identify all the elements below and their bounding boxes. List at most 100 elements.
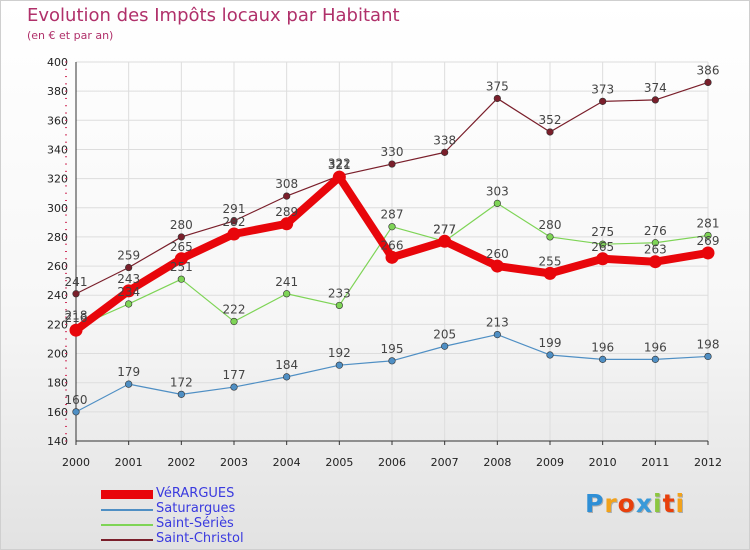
data-label: 195 bbox=[381, 342, 404, 356]
data-label: 276 bbox=[644, 224, 667, 238]
legend-swatch bbox=[101, 490, 153, 499]
y-tick-label: 180 bbox=[47, 377, 68, 390]
data-point bbox=[599, 240, 607, 248]
data-label: 196 bbox=[591, 340, 614, 354]
y-tick-label: 280 bbox=[47, 231, 68, 244]
data-point bbox=[174, 252, 188, 266]
data-label: 352 bbox=[539, 113, 562, 127]
x-tick-label: 2001 bbox=[115, 456, 143, 469]
data-label: 386 bbox=[697, 63, 720, 77]
data-point bbox=[493, 330, 501, 339]
data-label: 282 bbox=[223, 215, 246, 229]
data-point bbox=[283, 373, 291, 381]
legend-label: Saint-Sériès bbox=[156, 516, 234, 531]
data-label: 265 bbox=[591, 240, 614, 254]
data-label: 251 bbox=[170, 260, 193, 274]
data-point bbox=[546, 128, 554, 136]
logo-letter: x bbox=[635, 489, 653, 518]
data-labels: 241 259 280 291 308 322 330 338 375 352 373 374 386 2… bbox=[65, 63, 720, 406]
data-point bbox=[704, 352, 712, 361]
x-tick-label: 2006 bbox=[378, 456, 406, 469]
y-tick-label: 380 bbox=[47, 85, 68, 98]
data-point bbox=[438, 234, 452, 248]
data-point bbox=[230, 317, 238, 326]
data-label: 277 bbox=[433, 222, 456, 236]
x-tick-label: 2011 bbox=[641, 456, 669, 469]
grid bbox=[75, 61, 709, 442]
x-tick-label: 2005 bbox=[325, 456, 353, 469]
data-point bbox=[704, 231, 712, 240]
data-point bbox=[490, 259, 504, 273]
x-tick-label: 2000 bbox=[62, 456, 90, 469]
data-label: 218 bbox=[65, 308, 88, 322]
data-label: 196 bbox=[644, 340, 667, 354]
data-point bbox=[648, 255, 662, 269]
data-point bbox=[332, 170, 346, 184]
data-point bbox=[388, 357, 396, 365]
data-point bbox=[177, 390, 185, 398]
data-label: 222 bbox=[223, 302, 246, 316]
data-point bbox=[599, 355, 607, 363]
data-point bbox=[546, 351, 554, 359]
data-label: 259 bbox=[117, 249, 140, 263]
data-label: 322 bbox=[328, 157, 351, 171]
data-point bbox=[125, 300, 133, 308]
data-point bbox=[283, 290, 291, 298]
data-label: 172 bbox=[170, 375, 193, 389]
chart-subtitle: (en € et par an) bbox=[27, 29, 114, 42]
y-tick-label: 300 bbox=[47, 202, 68, 215]
x-tick-label: 2010 bbox=[589, 456, 617, 469]
data-point bbox=[388, 160, 396, 168]
x-tick-label: 2012 bbox=[694, 456, 722, 469]
data-point bbox=[280, 217, 294, 231]
data-label: 263 bbox=[644, 243, 667, 257]
data-point bbox=[125, 263, 133, 272]
logo-letter: P bbox=[585, 489, 605, 518]
data-point bbox=[599, 97, 607, 105]
y-tick-label: 220 bbox=[47, 318, 68, 331]
data-label: 177 bbox=[223, 368, 246, 382]
y-tick-label: 360 bbox=[47, 114, 68, 127]
data-point bbox=[543, 266, 557, 280]
data-point bbox=[651, 239, 659, 247]
data-point bbox=[72, 408, 80, 416]
data-point bbox=[651, 96, 659, 104]
data-label: 338 bbox=[433, 133, 456, 147]
chart-title: Evolution des Impôts locaux par Habitant bbox=[27, 5, 400, 26]
data-point bbox=[546, 233, 554, 241]
data-label: 241 bbox=[65, 275, 88, 289]
y-tick-label: 200 bbox=[47, 348, 68, 361]
data-label: 213 bbox=[486, 316, 509, 330]
data-label: 330 bbox=[381, 145, 404, 159]
x-tick-label: 2009 bbox=[536, 456, 564, 469]
data-point bbox=[177, 275, 185, 283]
y-tick-label: 160 bbox=[47, 406, 68, 419]
data-label: 260 bbox=[486, 247, 509, 261]
logo-letter: i bbox=[653, 489, 663, 518]
data-label: 205 bbox=[433, 327, 456, 341]
data-point bbox=[230, 383, 238, 391]
data-point bbox=[177, 233, 185, 241]
proxiti-logo: Proxiti bbox=[585, 489, 685, 518]
data-label: 373 bbox=[591, 82, 614, 96]
legend-swatch bbox=[101, 509, 153, 511]
data-label: 243 bbox=[117, 272, 140, 286]
data-label: 198 bbox=[697, 337, 720, 351]
legend-swatch bbox=[101, 524, 153, 526]
data-point bbox=[701, 246, 715, 260]
data-point bbox=[230, 217, 238, 225]
legend-label: VéRARGUES bbox=[156, 486, 235, 501]
y-tick-label: 340 bbox=[47, 143, 68, 156]
data-label: 179 bbox=[117, 365, 140, 379]
legend-label: Saint-Christol bbox=[156, 531, 244, 546]
data-label: 281 bbox=[697, 216, 720, 230]
data-label: 241 bbox=[275, 275, 298, 289]
data-label: 308 bbox=[275, 177, 298, 191]
data-label: 216 bbox=[65, 311, 88, 325]
data-point bbox=[125, 380, 133, 388]
legend-label: Saturargues bbox=[156, 501, 236, 516]
logo-letter: i bbox=[675, 489, 686, 518]
data-point bbox=[227, 227, 241, 241]
data-point bbox=[283, 192, 291, 200]
